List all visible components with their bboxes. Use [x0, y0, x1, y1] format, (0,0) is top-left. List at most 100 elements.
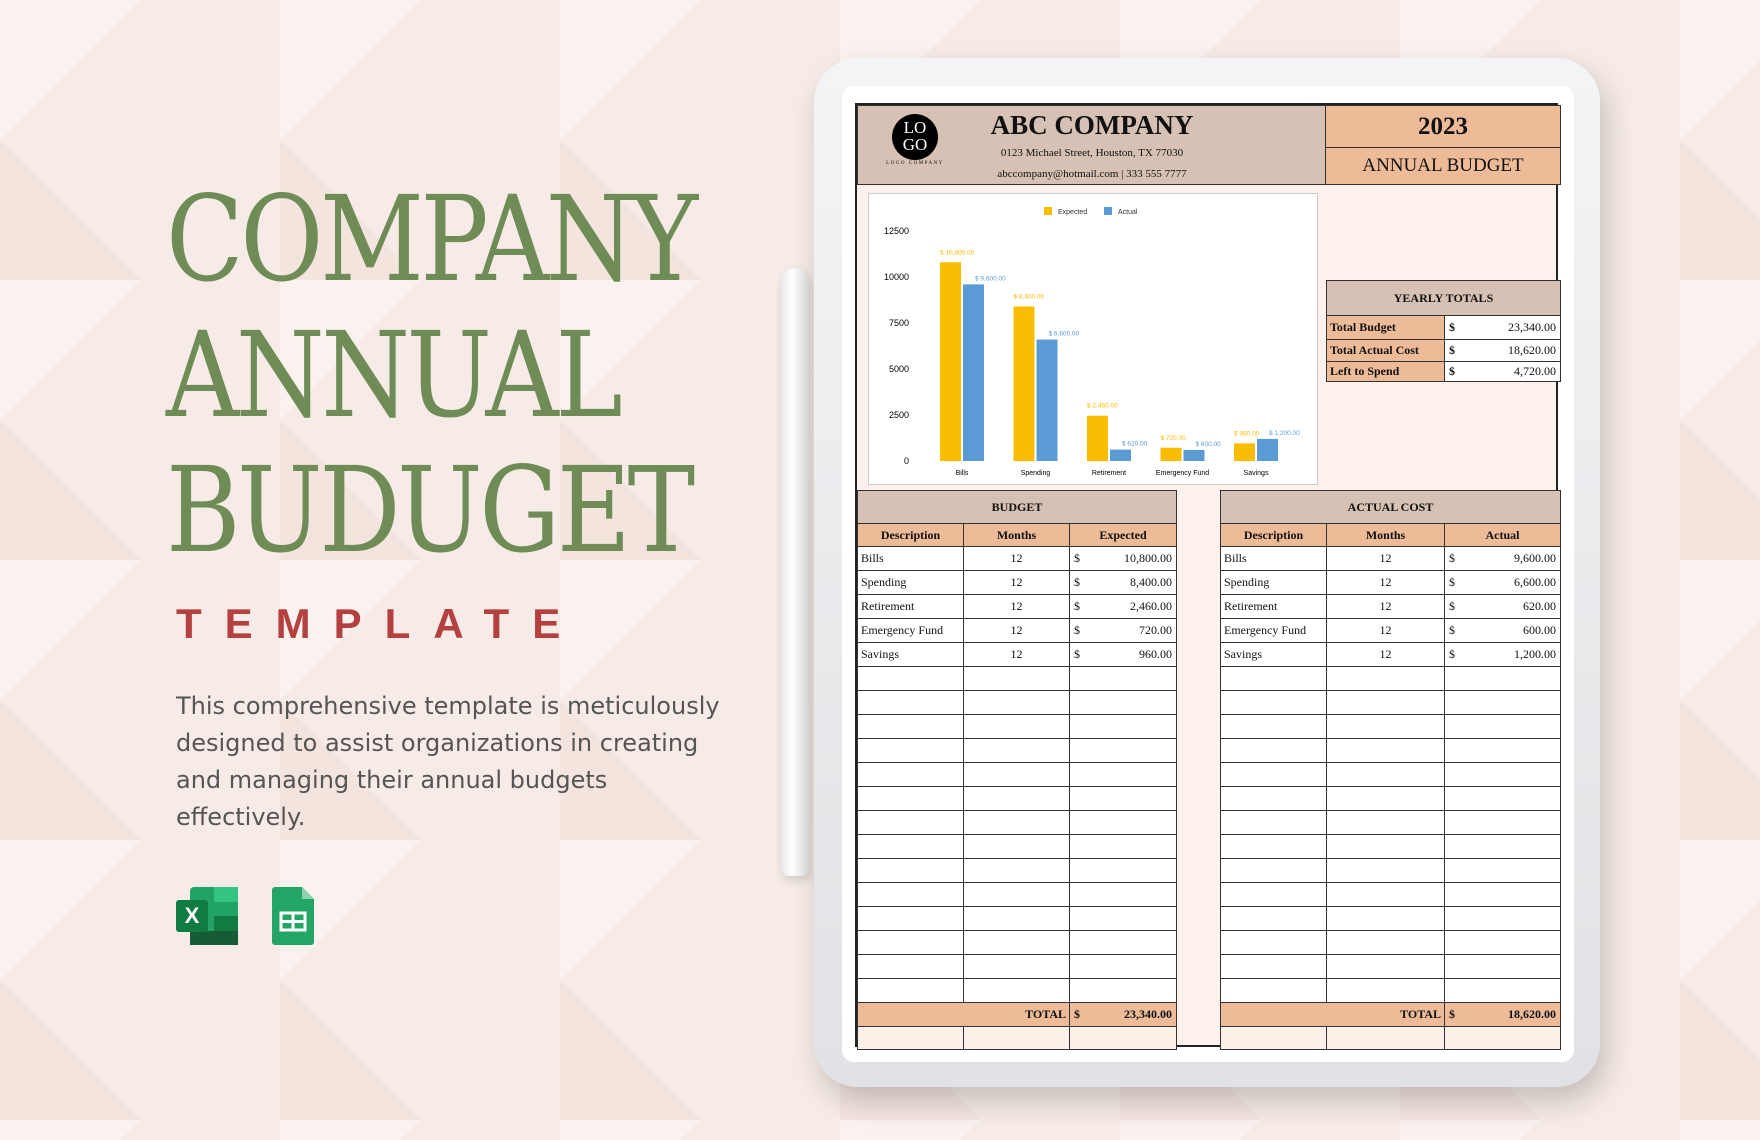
amount-cell[interactable]	[1069, 642, 1177, 667]
amount-cell[interactable]	[1069, 546, 1177, 571]
empty-cell[interactable]	[1220, 834, 1327, 859]
empty-cell[interactable]	[1326, 930, 1445, 955]
description-cell[interactable]: Spending	[1220, 570, 1327, 595]
empty-cell[interactable]	[963, 858, 1070, 883]
empty-cell[interactable]	[1444, 738, 1561, 763]
amount[interactable]: 6,600.00	[1514, 575, 1556, 589]
empty-cell[interactable]	[1326, 978, 1445, 1003]
doc-title-cell[interactable]: ANNUAL BUDGET	[1325, 147, 1561, 185]
amount[interactable]: 960.00	[1139, 647, 1172, 661]
empty-cell[interactable]	[1220, 882, 1327, 907]
empty-cell[interactable]	[1444, 906, 1561, 931]
amount-cell[interactable]	[1444, 642, 1561, 667]
empty-cell[interactable]	[963, 882, 1070, 907]
budget-total-label[interactable]: TOTAL	[857, 1002, 1070, 1027]
empty-cell[interactable]	[1220, 738, 1327, 763]
empty-cell[interactable]	[857, 738, 964, 763]
empty-cell[interactable]	[857, 762, 964, 787]
empty-cell[interactable]	[1326, 786, 1445, 811]
months-cell[interactable]: 12	[963, 594, 1070, 619]
empty-cell[interactable]	[857, 1026, 964, 1050]
empty-cell[interactable]	[1444, 954, 1561, 979]
months-cell[interactable]: 12	[1326, 570, 1445, 595]
empty-cell[interactable]	[1069, 882, 1177, 907]
empty-cell[interactable]	[857, 714, 964, 739]
empty-cell[interactable]	[1326, 834, 1445, 859]
amount-cell[interactable]	[1444, 618, 1561, 643]
empty-cell[interactable]	[1326, 738, 1445, 763]
empty-cell[interactable]	[1326, 690, 1445, 715]
amount[interactable]: 620.00	[1523, 599, 1556, 613]
currency[interactable]: $	[1449, 343, 1455, 357]
empty-cell[interactable]	[1444, 690, 1561, 715]
empty-cell[interactable]	[1069, 666, 1177, 691]
months-cell[interactable]: 12	[1326, 594, 1445, 619]
currency[interactable]: $	[1074, 623, 1080, 637]
amount[interactable]: 10,800.00	[1124, 551, 1172, 565]
empty-cell[interactable]	[1220, 786, 1327, 811]
actual-column-header[interactable]: Actual	[1444, 523, 1561, 547]
currency[interactable]: $	[1074, 599, 1080, 613]
amount[interactable]: 4,720.00	[1514, 364, 1556, 378]
currency[interactable]: $	[1449, 1007, 1455, 1021]
empty-cell[interactable]	[1326, 1026, 1445, 1050]
empty-cell[interactable]	[963, 810, 1070, 835]
empty-cell[interactable]	[857, 858, 964, 883]
empty-cell[interactable]	[963, 978, 1070, 1003]
empty-cell[interactable]	[1444, 762, 1561, 787]
empty-cell[interactable]	[1220, 858, 1327, 883]
empty-cell[interactable]	[1220, 978, 1327, 1003]
empty-cell[interactable]	[963, 954, 1070, 979]
currency[interactable]: $	[1449, 364, 1455, 378]
amount[interactable]: 2,460.00	[1130, 599, 1172, 613]
empty-cell[interactable]	[963, 1026, 1070, 1050]
empty-cell[interactable]	[1069, 690, 1177, 715]
empty-cell[interactable]	[1444, 930, 1561, 955]
yearly-total-label[interactable]: Total Actual Cost	[1326, 339, 1445, 362]
empty-cell[interactable]	[1326, 666, 1445, 691]
budget-column-header[interactable]: Description	[857, 523, 964, 547]
empty-cell[interactable]	[1069, 906, 1177, 931]
empty-cell[interactable]	[1444, 714, 1561, 739]
empty-cell[interactable]	[1444, 666, 1561, 691]
empty-cell[interactable]	[1444, 978, 1561, 1003]
amount[interactable]: 18,620.00	[1508, 343, 1556, 357]
empty-cell[interactable]	[1326, 882, 1445, 907]
description-cell[interactable]: Bills	[1220, 546, 1327, 571]
actual-total[interactable]: 18,620.00	[1508, 1007, 1556, 1021]
currency[interactable]: $	[1074, 575, 1080, 589]
empty-cell[interactable]	[857, 690, 964, 715]
empty-cell[interactable]	[857, 810, 964, 835]
actual-column-header[interactable]: Description	[1220, 523, 1327, 547]
empty-cell[interactable]	[963, 834, 1070, 859]
empty-cell[interactable]	[963, 738, 1070, 763]
actual-total-label[interactable]: TOTAL	[1220, 1002, 1445, 1027]
empty-cell[interactable]	[1444, 882, 1561, 907]
empty-cell[interactable]	[1069, 762, 1177, 787]
yearly-total-label[interactable]: Left to Spend	[1326, 361, 1445, 382]
empty-cell[interactable]	[1220, 762, 1327, 787]
empty-cell[interactable]	[857, 882, 964, 907]
empty-cell[interactable]	[1069, 714, 1177, 739]
yearly-total-value[interactable]	[1444, 315, 1561, 340]
currency[interactable]: $	[1074, 647, 1080, 661]
description-cell[interactable]: Retirement	[1220, 594, 1327, 619]
empty-cell[interactable]	[857, 666, 964, 691]
empty-cell[interactable]	[857, 786, 964, 811]
empty-cell[interactable]	[1326, 954, 1445, 979]
empty-cell[interactable]	[1326, 714, 1445, 739]
empty-cell[interactable]	[1220, 714, 1327, 739]
empty-cell[interactable]	[963, 714, 1070, 739]
actual-column-header[interactable]: Months	[1326, 523, 1445, 547]
empty-cell[interactable]	[1220, 954, 1327, 979]
empty-cell[interactable]	[963, 690, 1070, 715]
description-cell[interactable]: Emergency Fund	[1220, 618, 1327, 643]
empty-cell[interactable]	[1220, 906, 1327, 931]
currency[interactable]: $	[1449, 599, 1455, 613]
budget-column-header[interactable]: Months	[963, 523, 1070, 547]
amount-cell[interactable]	[1069, 594, 1177, 619]
empty-cell[interactable]	[1069, 930, 1177, 955]
budget-table-title[interactable]: BUDGET	[857, 490, 1177, 524]
budget-column-header[interactable]: Expected	[1069, 523, 1177, 547]
months-cell[interactable]: 12	[1326, 618, 1445, 643]
